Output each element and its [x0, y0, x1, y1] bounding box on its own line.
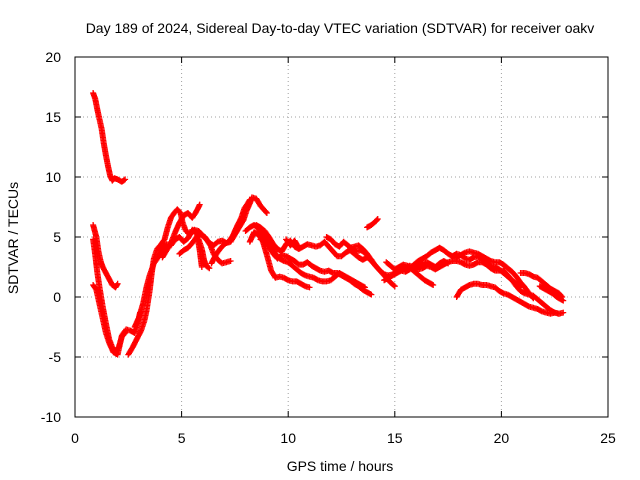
data-point	[560, 297, 567, 304]
x-tick-label: 15	[387, 430, 403, 446]
y-tick-label: 0	[53, 289, 61, 305]
y-tick-label: 5	[53, 229, 61, 245]
grid-lines	[75, 57, 608, 417]
data-points	[90, 90, 567, 358]
series-s13	[253, 222, 375, 263]
data-point	[114, 280, 121, 287]
series-s18	[364, 216, 381, 231]
series-s7	[159, 201, 203, 261]
data-point	[374, 216, 381, 223]
data-point	[391, 283, 398, 290]
data-point	[205, 264, 212, 271]
data-point	[113, 282, 120, 288]
series-s9	[208, 196, 253, 267]
data-point	[263, 209, 270, 216]
series-s24	[517, 270, 566, 300]
data-point	[263, 210, 270, 216]
data-point	[122, 176, 129, 183]
series-s23	[449, 250, 524, 291]
data-point	[246, 198, 253, 204]
series-s22	[453, 280, 562, 317]
data-point	[390, 282, 397, 289]
data-point	[374, 216, 381, 222]
series-s1	[90, 90, 129, 185]
data-point	[295, 244, 302, 251]
data-point	[517, 284, 524, 291]
data-point	[121, 177, 128, 184]
data-point	[198, 264, 205, 270]
x-tick-label: 0	[71, 430, 79, 446]
x-tick-label: 25	[600, 430, 616, 446]
data-point	[560, 309, 567, 316]
y-axis-label: SDTVAR / TECUs	[5, 182, 21, 294]
series-s10	[195, 236, 213, 272]
plot-frame	[74, 56, 609, 418]
series-s14	[257, 236, 375, 298]
data-point	[295, 243, 302, 250]
series-s4	[90, 282, 144, 358]
data-point	[246, 196, 253, 203]
y-tick-label: 10	[45, 169, 61, 185]
data-point	[516, 283, 523, 290]
chart-title: Day 189 of 2024, Sidereal Day-to-day VTE…	[86, 20, 595, 36]
x-axis-label: GPS time / hours	[287, 458, 394, 474]
series-s8	[176, 194, 270, 257]
data-point	[306, 284, 313, 291]
y-tick-label: -5	[49, 349, 62, 365]
y-tick-label: 20	[45, 49, 61, 65]
data-point	[430, 282, 437, 288]
data-point	[196, 201, 203, 208]
x-tick-label: 5	[178, 430, 186, 446]
axis-ticks: 0 5 10 15 20 25 -10 -5 0 5 10 15 20	[41, 49, 616, 446]
series-s25	[536, 283, 567, 304]
series-s15	[283, 236, 302, 251]
data-point	[368, 291, 375, 298]
x-tick-label: 20	[494, 430, 510, 446]
y-tick-label: -10	[41, 409, 61, 425]
data-point	[227, 258, 234, 264]
x-tick-label: 10	[280, 430, 296, 446]
data-point	[555, 310, 562, 317]
y-tick-label: 15	[45, 109, 61, 125]
data-point	[206, 265, 213, 272]
